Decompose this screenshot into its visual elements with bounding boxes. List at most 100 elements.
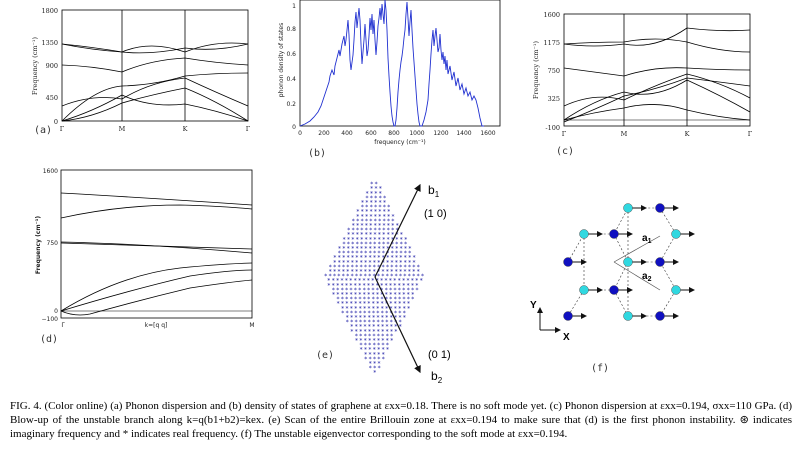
bz-scan-marker: * <box>380 292 383 299</box>
bz-scan-marker: * <box>360 236 363 243</box>
bz-scan-marker: * <box>361 209 364 216</box>
bz-scan-marker: * <box>368 315 371 322</box>
bz-scan-marker: * <box>361 218 364 225</box>
panel-b-xtick: 1000 <box>409 130 424 137</box>
bz-scan-marker: * <box>333 264 336 271</box>
bz-scan-marker: * <box>391 250 394 257</box>
bz-scan-marker: * <box>346 264 349 271</box>
atom <box>623 203 633 213</box>
bz-scan-marker: * <box>338 264 341 271</box>
bz-scan-marker: * <box>378 361 381 368</box>
panel-c-xtick: Γ <box>748 130 753 138</box>
bz-scan-marker: * <box>364 259 367 266</box>
bz-scan-marker: * <box>377 273 380 280</box>
bz-scan-marker: * <box>337 296 340 303</box>
bz-scan-marker: * <box>363 305 366 312</box>
panel-b-ytick: 0 <box>292 124 296 131</box>
bz-scan-marker: * <box>359 296 362 303</box>
bz-scan-marker: * <box>383 218 386 225</box>
bz-scan-marker: * <box>390 269 393 276</box>
bz-scan-marker: * <box>351 269 354 276</box>
panel-b: 1 0.8 0.6 0.4 0.2 0 0 200 400 600 800 10… <box>278 0 501 159</box>
bz-scan-marker: * <box>378 218 381 225</box>
panel-b-ylabel: phonon density of states <box>278 23 285 97</box>
bz-scan-marker: * <box>399 273 402 280</box>
bz-scan-marker: * <box>367 292 370 299</box>
bz-scan-marker: * <box>343 241 346 248</box>
bz-scan-marker: * <box>347 255 350 262</box>
bz-scan-marker: * <box>394 310 397 317</box>
bz-scan-marker: * <box>399 269 402 276</box>
panel-d-label: (d) <box>40 334 58 345</box>
bz-scan-marker: * <box>345 296 348 303</box>
bz-scan-marker: * <box>386 269 389 276</box>
panel-d-ytick: 750 <box>47 240 59 247</box>
bz-scan-marker: * <box>345 292 348 299</box>
bz-scan-marker: * <box>376 305 379 312</box>
bz-scan-marker: * <box>386 250 389 257</box>
bz-scan-marker: * <box>333 273 336 280</box>
bz-scan-marker: * <box>361 200 364 207</box>
bz-scan-marker: * <box>364 351 367 358</box>
bz-scan-marker: * <box>350 287 353 294</box>
bz-scan-marker: * <box>351 259 354 266</box>
bz-scan-marker: * <box>380 282 383 289</box>
bz-scan-marker: * <box>342 264 345 271</box>
bz-scan-marker: * <box>369 218 372 225</box>
b1-direction: (1 0) <box>424 208 447 220</box>
bz-scan-marker: * <box>347 250 350 257</box>
bz-scan-marker: * <box>408 255 411 262</box>
bz-scan-marker: * <box>382 255 385 262</box>
bz-scan-marker: * <box>329 269 332 276</box>
bz-scan-marker: * <box>399 255 402 262</box>
panel-c-ytick: 1600 <box>543 11 560 19</box>
panel-a-xtick: M <box>119 125 126 133</box>
bz-scan-marker: * <box>387 218 390 225</box>
bz-scan-marker: * <box>382 356 385 363</box>
bz-scan-marker: * <box>345 282 348 289</box>
bz-scan-marker: * <box>364 324 367 331</box>
b1-label: b1 <box>428 183 440 199</box>
bz-scan-marker: * <box>350 305 353 312</box>
bz-scan-marker: * <box>391 241 394 248</box>
bz-scan-marker: * <box>391 223 394 230</box>
bz-scan-marker: * <box>363 278 366 285</box>
bz-scan-marker: * <box>356 223 359 230</box>
bz-scan-marker: * <box>386 259 389 266</box>
bz-scan-marker: * <box>385 301 388 308</box>
bz-scan-marker: * <box>338 255 341 262</box>
bz-scan-marker: * <box>373 264 376 271</box>
bz-scan-marker: * <box>347 241 350 248</box>
bz-scan-marker: * <box>408 273 411 280</box>
bz-scan-marker: * <box>396 223 399 230</box>
panel-a-ylabel: Frequency (cm⁻¹) <box>31 36 39 95</box>
bz-scan-marker: * <box>367 282 370 289</box>
bz-scan-marker: * <box>390 338 393 345</box>
bz-scan-marker: * <box>355 319 358 326</box>
bz-scan-marker: * <box>370 181 373 188</box>
bz-scan-marker: * <box>404 255 407 262</box>
bz-scan-marker: * <box>379 190 382 197</box>
bz-scan-marker: * <box>382 347 385 354</box>
bz-scan-marker: * <box>368 273 371 280</box>
bz-scan-marker: * <box>350 296 353 303</box>
axis-x-label: X <box>563 332 570 343</box>
bz-scan-marker: * <box>386 333 389 340</box>
bz-scan-marker: * <box>360 232 363 239</box>
bz-scan-marker: * <box>379 204 382 211</box>
bz-scan-marker: * <box>387 209 390 216</box>
bz-scan-marker: * <box>403 301 406 308</box>
bz-scan-marker: * <box>365 241 368 248</box>
bz-scan-marker: * <box>393 278 396 285</box>
bz-scan-marker: * <box>417 264 420 271</box>
bz-scan-marker: * <box>373 370 376 377</box>
bz-scan-marker: * <box>342 250 345 257</box>
bz-scan-marker: * <box>379 186 382 193</box>
bz-scan-marker: * <box>355 315 358 322</box>
bz-scan-marker: * <box>361 213 364 220</box>
bz-scan-marker: * <box>373 356 376 363</box>
bz-scan-marker: * <box>337 301 340 308</box>
bz-scan-marker: * <box>336 292 339 299</box>
bz-scan-marker: * <box>364 356 367 363</box>
bz-scan-marker: * <box>381 315 384 322</box>
